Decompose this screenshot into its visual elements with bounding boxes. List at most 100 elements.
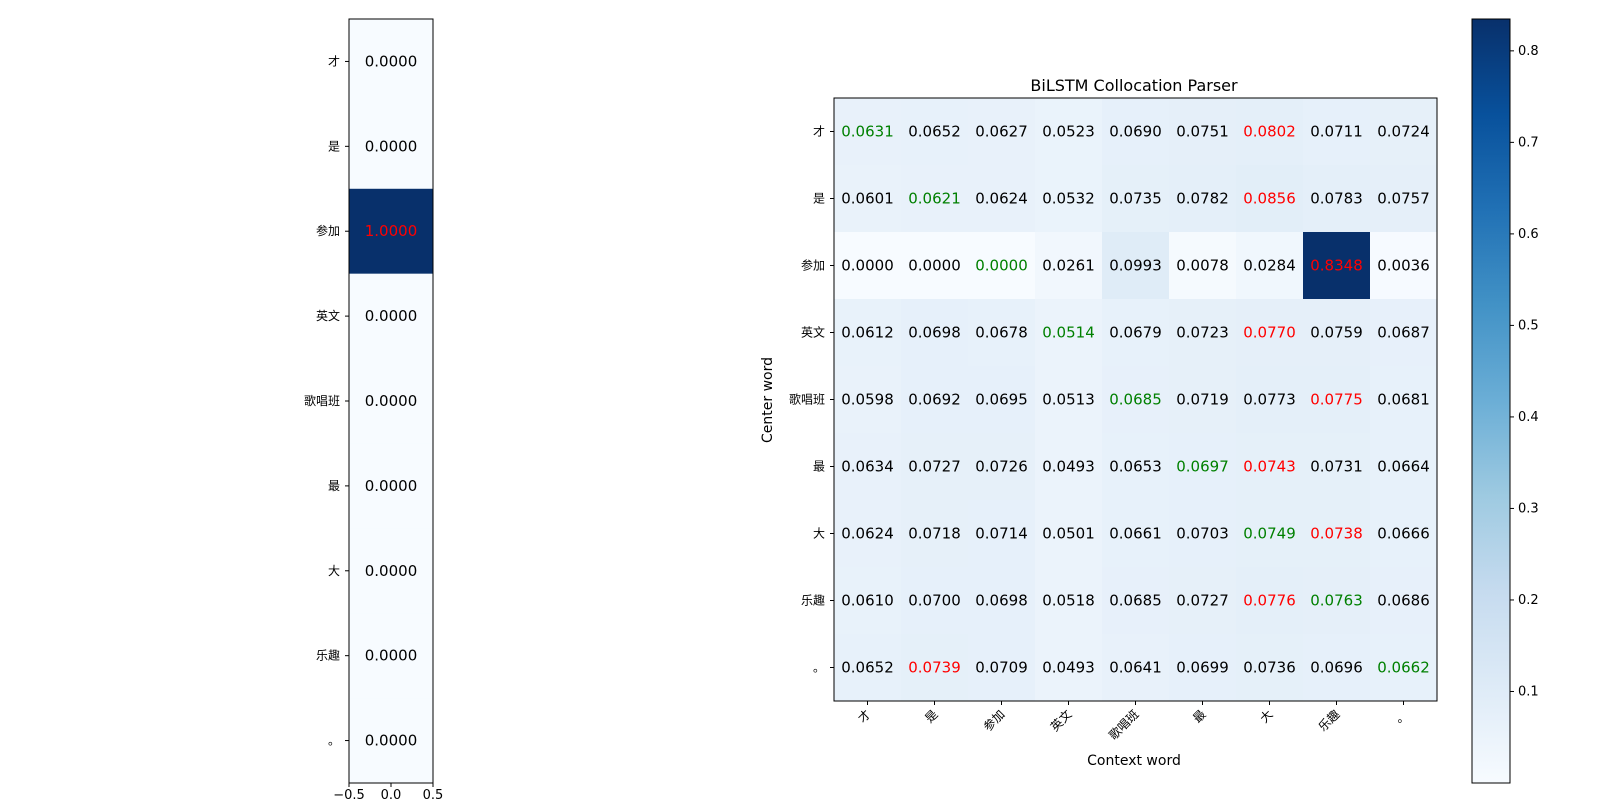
matrix-cell-value: 0.0000 bbox=[908, 257, 961, 275]
matrix-cell-value: 0.0513 bbox=[1042, 391, 1095, 409]
colorbar-gradient bbox=[1472, 19, 1510, 783]
matrix-cell-value: 0.0751 bbox=[1176, 123, 1229, 141]
matrix-cell bbox=[1102, 299, 1170, 367]
matrix-cell-value: 0.0621 bbox=[908, 190, 961, 208]
matrix-cell-value: 0.0856 bbox=[1243, 190, 1296, 208]
matrix-cell-value: 0.0518 bbox=[1042, 592, 1095, 610]
matrix-cell bbox=[1236, 232, 1304, 300]
matrix-cell bbox=[1035, 366, 1103, 434]
matrix-cell-value: 0.0261 bbox=[1042, 257, 1095, 275]
matrix-cell-value: 0.0036 bbox=[1377, 257, 1430, 275]
matrix-cell-value: 0.0703 bbox=[1176, 525, 1229, 543]
matrix-cell bbox=[1303, 232, 1371, 300]
matrix-cell bbox=[1303, 165, 1371, 233]
matrix-cell-value: 0.0692 bbox=[908, 391, 961, 409]
matrix-cell bbox=[901, 366, 969, 434]
matrix-cell bbox=[1236, 366, 1304, 434]
matrix-cell-value: 0.0783 bbox=[1310, 190, 1363, 208]
left-cell-value: 0.0000 bbox=[365, 477, 418, 495]
matrix-cell-value: 0.0802 bbox=[1243, 123, 1296, 141]
matrix-cell bbox=[968, 299, 1036, 367]
matrix-cell-value: 0.0726 bbox=[975, 458, 1028, 476]
matrix-cell bbox=[834, 98, 902, 166]
matrix-cell-value: 0.0641 bbox=[1109, 659, 1162, 677]
matrix-cell bbox=[1035, 232, 1103, 300]
matrix-cell bbox=[1102, 232, 1170, 300]
matrix-cell bbox=[1370, 232, 1438, 300]
colorbar: 0.1 0.2 0.3 0.4 0.5 0.6 0.7 0.8 bbox=[1471, 18, 1539, 784]
matrix-cell bbox=[901, 299, 969, 367]
left-cell bbox=[349, 443, 433, 529]
matrix-cell-value: 0.0718 bbox=[908, 525, 961, 543]
matrix-cell bbox=[1169, 500, 1237, 568]
matrix-cell bbox=[1370, 98, 1438, 166]
matrix-cell-value: 0.0773 bbox=[1243, 391, 1296, 409]
x-axis-label: Context word bbox=[1087, 753, 1181, 769]
colorbar-tick-label: 0.8 bbox=[1518, 44, 1539, 59]
matrix-cell-value: 0.0719 bbox=[1176, 391, 1229, 409]
matrix-cell-value: 0.0776 bbox=[1243, 592, 1296, 610]
matrix-cell bbox=[1370, 567, 1438, 635]
matrix-cell-value: 0.0493 bbox=[1042, 659, 1095, 677]
matrix-cell bbox=[1035, 98, 1103, 166]
matrix-cell-value: 0.0697 bbox=[1176, 458, 1229, 476]
matrix-cell-value: 0.0664 bbox=[1377, 458, 1430, 476]
matrix-cell-value: 0.0690 bbox=[1109, 123, 1162, 141]
matrix-cell bbox=[1236, 98, 1304, 166]
matrix-cell bbox=[968, 366, 1036, 434]
matrix-cell bbox=[834, 567, 902, 635]
matrix-cell bbox=[1236, 567, 1304, 635]
matrix-cell bbox=[968, 98, 1036, 166]
matrix-cell-value: 0.0731 bbox=[1310, 458, 1363, 476]
colorbar-tick-label: 0.6 bbox=[1518, 227, 1539, 242]
matrix-x-tick-label: 英文 bbox=[1047, 707, 1075, 735]
matrix-cell-value: 0.0514 bbox=[1042, 324, 1095, 342]
left-y-tick-label: 乐趣 bbox=[316, 648, 340, 663]
matrix-x-tick-label: 参加 bbox=[980, 707, 1008, 735]
matrix-cell-value: 0.0627 bbox=[975, 123, 1028, 141]
left-cell bbox=[349, 528, 433, 614]
matrix-cell bbox=[1102, 634, 1170, 702]
matrix-cell bbox=[1035, 567, 1103, 635]
collocation-heatmap-panel: BiLSTM Collocation Parser Context word C… bbox=[760, 76, 1438, 769]
matrix-cell bbox=[901, 567, 969, 635]
matrix-cell-value: 0.0000 bbox=[841, 257, 894, 275]
matrix-y-tick-label: 才 bbox=[813, 125, 825, 139]
matrix-cell-value: 0.0493 bbox=[1042, 458, 1095, 476]
matrix-cell-value: 0.0770 bbox=[1243, 324, 1296, 342]
matrix-cell bbox=[1035, 634, 1103, 702]
left-cell-value: 0.0000 bbox=[365, 137, 418, 155]
matrix-cell bbox=[1370, 634, 1438, 702]
matrix-cell-value: 0.0501 bbox=[1042, 525, 1095, 543]
matrix-cell-value: 0.0000 bbox=[975, 257, 1028, 275]
matrix-cell-value: 0.0624 bbox=[841, 525, 894, 543]
left-x-tick-label: −0.5 bbox=[333, 788, 365, 800]
matrix-cell-value: 0.0652 bbox=[908, 123, 961, 141]
matrix-cell bbox=[834, 433, 902, 501]
left-y-tick-label: 英文 bbox=[316, 308, 340, 323]
matrix-cell bbox=[1169, 165, 1237, 233]
left-cell-value: 0.0000 bbox=[365, 647, 418, 665]
matrix-cell-value: 0.0631 bbox=[841, 123, 894, 141]
matrix-cell-value: 0.0678 bbox=[975, 324, 1028, 342]
matrix-y-tick-label: 。 bbox=[813, 661, 825, 675]
left-y-tick-label: 大 bbox=[328, 564, 340, 578]
matrix-cell bbox=[1102, 433, 1170, 501]
matrix-cell-value: 0.0757 bbox=[1377, 190, 1430, 208]
matrix-cell bbox=[834, 165, 902, 233]
matrix-cell-value: 0.0601 bbox=[841, 190, 894, 208]
matrix-cell bbox=[1370, 500, 1438, 568]
matrix-cell bbox=[834, 366, 902, 434]
matrix-cell-value: 0.0661 bbox=[1109, 525, 1162, 543]
matrix-cell bbox=[1035, 433, 1103, 501]
matrix-cell bbox=[1303, 500, 1371, 568]
matrix-cell-value: 0.0686 bbox=[1377, 592, 1430, 610]
left-cell-value: 1.0000 bbox=[365, 222, 418, 240]
left-x-tick-label: 0.5 bbox=[423, 788, 444, 800]
matrix-cell bbox=[1236, 500, 1304, 568]
matrix-cell-value: 0.0610 bbox=[841, 592, 894, 610]
matrix-cell-value: 0.0775 bbox=[1310, 391, 1363, 409]
matrix-cell bbox=[1169, 232, 1237, 300]
matrix-y-tick-label: 歌唱班 bbox=[789, 392, 825, 407]
left-cell-value: 0.0000 bbox=[365, 562, 418, 580]
